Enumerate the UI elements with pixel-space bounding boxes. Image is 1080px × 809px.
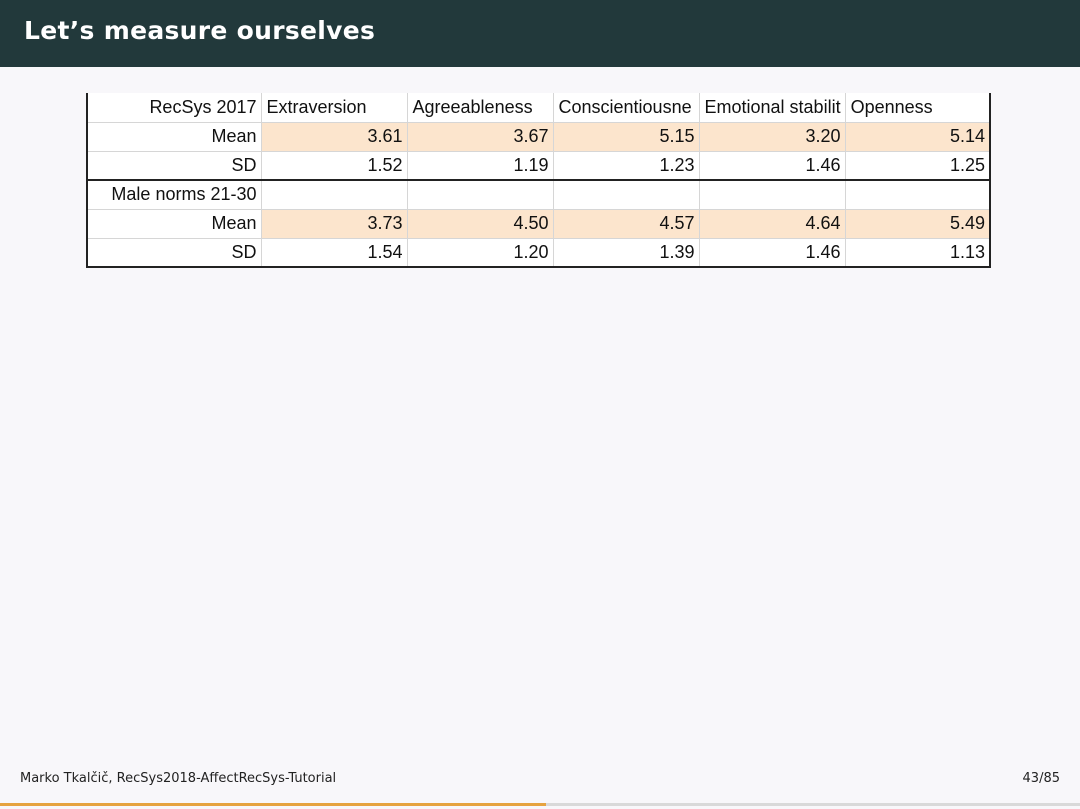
row-label: SD bbox=[86, 237, 262, 268]
table-cell bbox=[698, 179, 846, 210]
table-cell bbox=[260, 179, 408, 210]
table-cell: 3.61 bbox=[260, 121, 408, 152]
table-cell: 1.39 bbox=[552, 237, 700, 268]
table-cell: 3.67 bbox=[406, 121, 554, 152]
personality-table: RecSys 2017 Extraversion Agreeableness C… bbox=[86, 93, 992, 268]
table-cell: 5.14 bbox=[844, 121, 992, 152]
table-cell: 1.54 bbox=[260, 237, 408, 268]
table-row: Male norms 21-30 bbox=[86, 179, 992, 210]
table-row: Mean 3.61 3.67 5.15 3.20 5.14 bbox=[86, 121, 992, 152]
table-row: RecSys 2017 Extraversion Agreeableness C… bbox=[86, 93, 992, 123]
row-label: Mean bbox=[86, 208, 262, 239]
row-label: RecSys 2017 bbox=[86, 93, 262, 123]
table-cell: 1.23 bbox=[552, 150, 700, 181]
table-row: Mean 3.73 4.50 4.57 4.64 5.49 bbox=[86, 208, 992, 239]
table-row: SD 1.54 1.20 1.39 1.46 1.13 bbox=[86, 237, 992, 268]
table-cell: 4.64 bbox=[698, 208, 846, 239]
column-header: Emotional stabilit bbox=[698, 93, 846, 123]
footer-author: Marko Tkalčič, RecSys2018-AffectRecSys-T… bbox=[20, 771, 337, 786]
table-cell bbox=[552, 179, 700, 210]
table-row: SD 1.52 1.19 1.23 1.46 1.25 bbox=[86, 150, 992, 181]
slide-title: Let’s measure ourselves bbox=[24, 16, 376, 45]
table-cell: 1.52 bbox=[260, 150, 408, 181]
page-number: 43/85 bbox=[1022, 771, 1060, 786]
table-cell: 5.49 bbox=[844, 208, 992, 239]
column-header: Extraversion bbox=[260, 93, 408, 123]
row-label: Male norms 21-30 bbox=[86, 179, 262, 210]
table-cell: 4.57 bbox=[552, 208, 700, 239]
table-cell: 5.15 bbox=[552, 121, 700, 152]
table-cell: 1.25 bbox=[844, 150, 992, 181]
table-cell: 1.19 bbox=[406, 150, 554, 181]
table-cell: 4.50 bbox=[406, 208, 554, 239]
table-cell: 1.20 bbox=[406, 237, 554, 268]
table-cell: 1.13 bbox=[844, 237, 992, 268]
row-label: SD bbox=[86, 150, 262, 181]
table-cell bbox=[406, 179, 554, 210]
column-header: Agreeableness bbox=[406, 93, 554, 123]
slide-progress-fill bbox=[0, 803, 547, 806]
table-cell: 1.46 bbox=[698, 237, 846, 268]
row-label: Mean bbox=[86, 121, 262, 152]
table-cell: 3.73 bbox=[260, 208, 408, 239]
column-header: Openness bbox=[844, 93, 992, 123]
table-cell: 1.46 bbox=[698, 150, 846, 181]
slide-progress-bar bbox=[0, 803, 1080, 806]
table-cell bbox=[844, 179, 992, 210]
slide-header: Let’s measure ourselves bbox=[0, 0, 1080, 67]
table-cell: 3.20 bbox=[698, 121, 846, 152]
column-header: Conscientiousne bbox=[552, 93, 700, 123]
